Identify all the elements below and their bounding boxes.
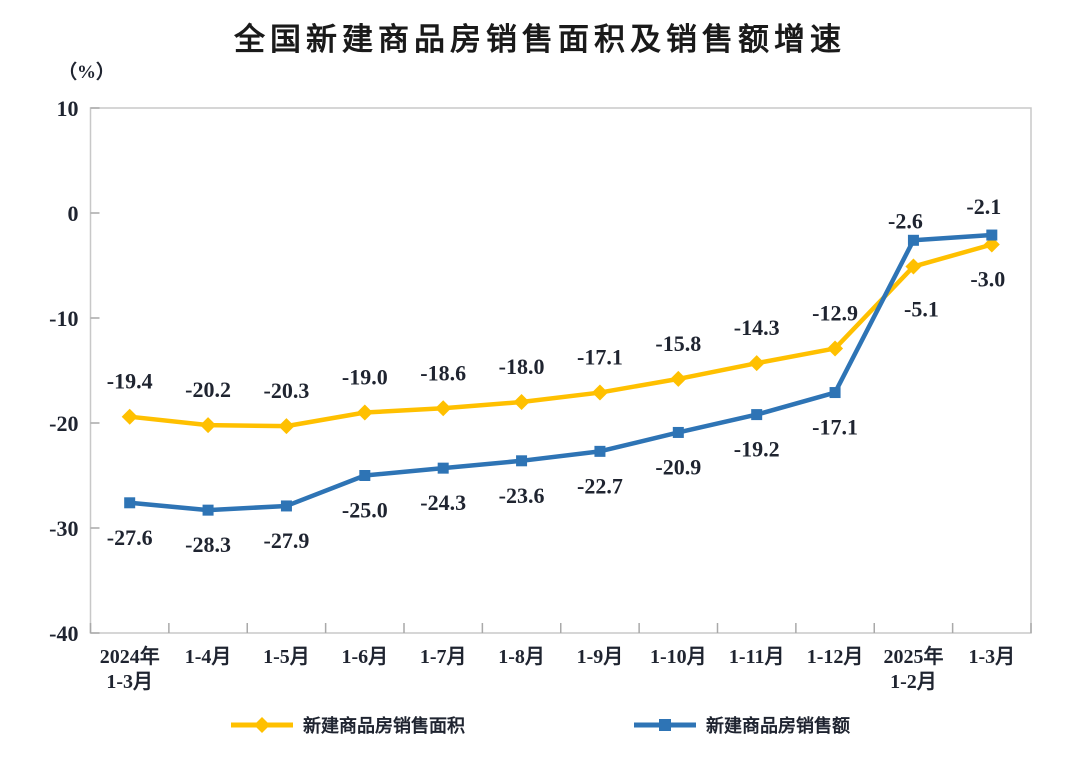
sales-area-line-marker-icon xyxy=(231,717,293,733)
x-tick-label: 1-7月 xyxy=(420,646,467,668)
x-tick-label: 1-10月 xyxy=(650,646,707,668)
diamond-marker xyxy=(591,384,608,401)
x-tick-label: 1-5月 xyxy=(263,646,310,668)
square-marker xyxy=(359,470,371,481)
diamond-marker xyxy=(670,370,687,387)
data-label: -2.6 xyxy=(888,208,923,233)
square-marker xyxy=(124,497,136,509)
sales-area-series: -19.4 -20.2 -20.3 -19.0 -18.6 -18.0 -17.1 -15.8… xyxy=(107,236,1005,435)
legend-item-sales-area: 新建商品房销售面积 xyxy=(230,712,465,738)
square-marker xyxy=(672,426,684,438)
legend-label-sales-amount: 新建商品房销售额 xyxy=(706,716,850,736)
legend-label-sales-area: 新建商品房销售面积 xyxy=(303,716,465,736)
x-tick-label: 1-6月 xyxy=(341,646,388,668)
data-label: -24.3 xyxy=(420,490,466,515)
data-label: -19.4 xyxy=(107,369,153,394)
diamond-marker xyxy=(278,418,295,435)
diamond-marker xyxy=(356,404,373,421)
x-tick-label: 1-4月 xyxy=(185,646,232,668)
data-label: -25.0 xyxy=(342,498,388,523)
data-label: -27.9 xyxy=(264,528,310,553)
diamond-marker xyxy=(905,258,922,275)
chart-title: 全国新建商品房销售面积及销售额增速 xyxy=(234,22,846,57)
data-label: -18.6 xyxy=(420,360,466,385)
x-tick-label: 2024年 1-3月 xyxy=(100,644,160,693)
data-label: -27.6 xyxy=(107,525,153,550)
data-label: -20.2 xyxy=(185,377,231,402)
data-label: -5.1 xyxy=(904,297,939,322)
diamond-marker xyxy=(748,355,765,372)
data-label: -23.6 xyxy=(499,483,545,508)
y-tick-label: 0 xyxy=(68,201,79,226)
square-marker xyxy=(516,455,528,467)
legend-item-sales-amount: 新建商品房销售额 xyxy=(633,712,850,738)
sales-amount-series: -27.6 -28.3 -27.9 -25.0 -24.3 -23.6 -22.7 -20.9… xyxy=(107,194,1001,557)
data-label: -22.7 xyxy=(577,473,623,498)
x-axis: 2024年 1-3月 1-4月 1-5月 1-6月 1-7月 1-8月 1-9月 1-10月 1-… xyxy=(89,623,1032,693)
square-marker xyxy=(594,445,606,457)
square-marker xyxy=(986,229,998,241)
square-marker xyxy=(437,462,449,474)
data-label: -15.8 xyxy=(655,331,701,356)
y-tick-label: -20 xyxy=(49,411,78,436)
y-axis-unit-label: （%） xyxy=(58,62,116,83)
data-label: -28.3 xyxy=(185,532,231,557)
x-tick-label: 1-3月 xyxy=(968,646,1015,668)
diamond-marker xyxy=(200,417,217,434)
sales-amount-line-marker-icon xyxy=(634,719,696,731)
square-marker xyxy=(829,387,841,399)
square-marker xyxy=(280,500,292,512)
data-label: -20.3 xyxy=(264,378,310,403)
diamond-marker xyxy=(513,394,530,410)
data-label: -18.0 xyxy=(499,354,545,379)
x-tick-label: 1-8月 xyxy=(498,646,545,668)
data-label: -17.1 xyxy=(577,345,623,370)
square-marker xyxy=(751,409,763,421)
square-marker xyxy=(202,504,214,516)
x-tick-label: 2025年 1-2月 xyxy=(883,644,943,693)
data-label: -2.1 xyxy=(966,194,1001,219)
sales-amount-line xyxy=(127,232,995,513)
y-tick-label: -30 xyxy=(49,516,78,541)
data-label: -14.3 xyxy=(734,315,780,340)
data-label: -20.9 xyxy=(655,454,701,479)
data-label: -19.0 xyxy=(342,365,388,390)
y-tick-label: -10 xyxy=(49,306,78,331)
square-marker xyxy=(907,234,919,246)
data-label: -17.1 xyxy=(812,415,858,440)
plot-border xyxy=(89,107,1032,634)
chart-legend: 新建商品房销售面积 新建商品房销售额 xyxy=(0,712,1080,738)
y-axis: 10 0 -10 -20 -30 -40 xyxy=(49,96,100,646)
data-label: -12.9 xyxy=(812,300,858,325)
diamond-marker xyxy=(827,340,844,357)
x-tick-label: 1-12月 xyxy=(807,646,864,668)
x-tick-label: 1-9月 xyxy=(577,646,624,668)
diamond-marker xyxy=(121,408,138,425)
y-tick-label: -40 xyxy=(49,621,78,646)
y-tick-label: 10 xyxy=(57,96,79,121)
diamond-marker xyxy=(435,400,452,417)
sales-area-line xyxy=(127,242,995,429)
data-label: -3.0 xyxy=(970,267,1005,292)
x-tick-label: 1-11月 xyxy=(729,646,785,668)
data-label: -19.2 xyxy=(734,437,780,462)
